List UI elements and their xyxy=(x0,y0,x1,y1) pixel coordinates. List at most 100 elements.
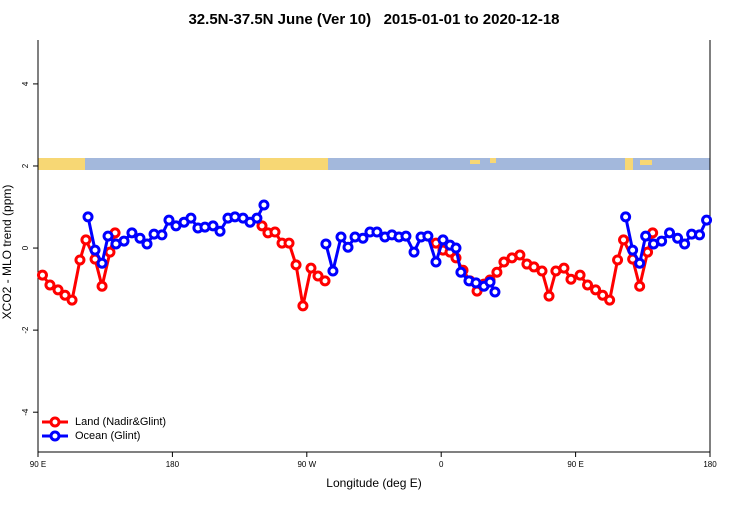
land-strip xyxy=(38,158,85,170)
legend-marker xyxy=(49,430,61,442)
x-tick-label: 90 E xyxy=(567,460,583,469)
x-tick-label: 90 E xyxy=(30,460,46,469)
point xyxy=(96,280,108,292)
point xyxy=(612,254,624,266)
point xyxy=(640,230,652,242)
point xyxy=(430,256,442,268)
point xyxy=(134,232,146,244)
legend-label: Ocean (Glint) xyxy=(75,430,140,442)
point xyxy=(283,237,295,249)
point xyxy=(52,284,64,296)
point xyxy=(422,230,434,242)
land-strip xyxy=(260,158,328,170)
x-axis-label: Longitude (deg E) xyxy=(326,476,421,490)
point xyxy=(498,256,510,268)
point xyxy=(126,227,138,239)
x-tick-label: 180 xyxy=(703,460,717,469)
point xyxy=(574,269,586,281)
map-strip xyxy=(38,158,710,170)
point xyxy=(36,269,48,281)
point xyxy=(642,246,654,258)
point xyxy=(290,259,302,271)
point xyxy=(664,227,676,239)
point xyxy=(156,229,168,241)
point xyxy=(74,254,86,266)
point xyxy=(582,279,594,291)
point xyxy=(214,225,226,237)
point xyxy=(258,199,270,211)
point xyxy=(484,276,496,288)
legend-marker xyxy=(49,416,61,428)
point xyxy=(102,230,114,242)
point xyxy=(536,265,548,277)
y-axis-label: XCO2 - MLO trend (ppm) xyxy=(0,185,14,320)
point xyxy=(455,266,467,278)
x-tick-label: 90 W xyxy=(297,460,316,469)
point xyxy=(357,232,369,244)
point xyxy=(558,262,570,274)
land-strip xyxy=(640,160,652,165)
legend-label: Land (Nadir&Glint) xyxy=(75,416,166,428)
point xyxy=(89,244,101,256)
x-tick-label: 0 xyxy=(439,460,444,469)
point xyxy=(634,257,646,269)
point xyxy=(656,235,668,247)
point xyxy=(565,273,577,285)
land-strip xyxy=(490,158,496,163)
point xyxy=(251,212,263,224)
land-strip xyxy=(625,158,633,170)
point xyxy=(489,286,501,298)
point xyxy=(342,241,354,253)
point xyxy=(96,257,108,269)
point xyxy=(371,226,383,238)
point xyxy=(694,229,706,241)
point xyxy=(679,238,691,250)
point xyxy=(320,238,332,250)
point xyxy=(82,211,94,223)
ocean-strip xyxy=(38,158,710,170)
point xyxy=(118,235,130,247)
y-tick-label: 0 xyxy=(21,245,30,250)
point xyxy=(634,280,646,292)
point xyxy=(672,232,684,244)
point xyxy=(256,220,268,232)
point xyxy=(207,220,219,232)
point xyxy=(327,265,339,277)
point xyxy=(185,212,197,224)
point xyxy=(319,275,331,287)
y-tick-label: -2 xyxy=(21,326,30,334)
point xyxy=(604,294,616,306)
point xyxy=(437,234,449,246)
point xyxy=(104,246,116,258)
point xyxy=(305,262,317,274)
y-tick-label: 2 xyxy=(21,163,30,168)
y-tick-label: 4 xyxy=(21,81,30,86)
point xyxy=(618,234,630,246)
chart-title: 32.5N-37.5N June (Ver 10) 2015-01-01 to … xyxy=(188,11,559,28)
point xyxy=(514,249,526,261)
x-tick-label: 180 xyxy=(166,460,180,469)
point xyxy=(400,230,412,242)
point xyxy=(627,244,639,256)
point xyxy=(590,284,602,296)
point xyxy=(701,214,713,226)
point xyxy=(335,231,347,243)
point xyxy=(408,246,420,258)
point xyxy=(59,289,71,301)
point xyxy=(66,294,78,306)
point xyxy=(620,211,632,223)
point xyxy=(141,238,153,250)
point xyxy=(312,270,324,282)
point xyxy=(269,226,281,238)
point xyxy=(450,242,462,254)
point xyxy=(491,266,503,278)
point xyxy=(163,214,175,226)
point xyxy=(597,289,609,301)
point xyxy=(80,234,92,246)
y-tick-label: -4 xyxy=(21,408,30,416)
land-strip xyxy=(470,160,480,164)
point xyxy=(44,279,56,291)
point xyxy=(543,290,555,302)
